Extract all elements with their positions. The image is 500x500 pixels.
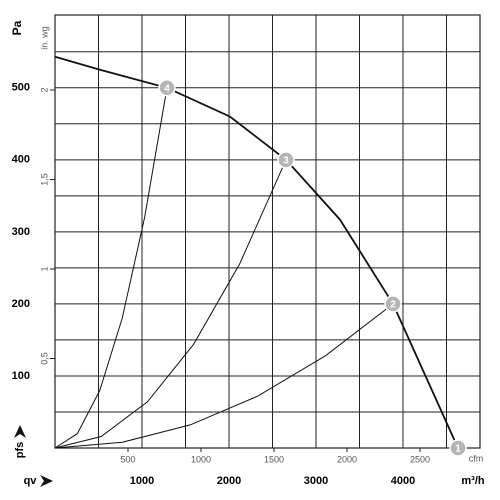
x-tick-label: 1000 — [130, 475, 154, 487]
operating-point — [384, 295, 402, 313]
y2-axis-label: in. wg — [39, 26, 49, 50]
x2-tick-label: 1500 — [264, 454, 284, 464]
x-tick-label: 4000 — [391, 475, 415, 487]
curve — [54, 303, 394, 449]
x-axis-label: m³/h — [461, 475, 485, 487]
operating-point-label: 2 — [390, 300, 396, 311]
operating-point-label: 3 — [283, 155, 289, 166]
operating-point-label: 1 — [455, 444, 461, 455]
x-tick-label: 2000 — [217, 475, 241, 487]
y2-tick-label: 1,5 — [39, 173, 49, 186]
operating-point — [158, 79, 176, 97]
x2-axis-label: cfm — [469, 453, 484, 463]
y-tick-label: 200 — [12, 298, 30, 310]
x-tick-label: 3000 — [304, 475, 328, 487]
operating-point-label: 4 — [164, 83, 170, 94]
x2-tick-label: 1000 — [191, 454, 211, 464]
y2-tick-label: 2 — [39, 87, 49, 92]
y-axis-label: Pa — [10, 20, 24, 35]
y-symbol: pfs — [14, 442, 26, 459]
y-tick-label: 500 — [12, 82, 30, 94]
y2-tick-label: 1 — [39, 266, 49, 271]
y-arrow — [14, 425, 26, 438]
operating-point — [277, 151, 295, 169]
x-arrow — [40, 475, 53, 487]
y-tick-label: 100 — [12, 370, 30, 382]
x-symbol: qv — [24, 475, 38, 487]
curve — [54, 55, 459, 449]
y2-tick-label: 0,5 — [39, 352, 49, 365]
curve — [54, 87, 168, 449]
x2-tick-label: 500 — [120, 454, 135, 464]
curve — [54, 159, 287, 449]
x2-tick-label: 2000 — [337, 454, 357, 464]
operating-point — [449, 439, 467, 457]
x2-tick-label: 2500 — [410, 454, 430, 464]
y-tick-label: 300 — [12, 226, 30, 238]
y-tick-label: 400 — [12, 154, 30, 166]
